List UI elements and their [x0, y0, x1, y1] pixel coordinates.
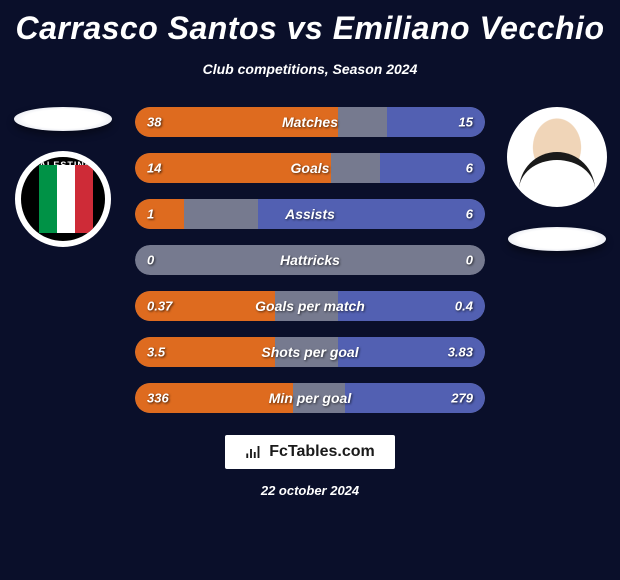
badge-stripe-red — [75, 165, 93, 233]
stat-bar: 0.370.4Goals per match — [135, 291, 485, 321]
date-text: 22 october 2024 — [261, 483, 359, 498]
page-title: Carrasco Santos vs Emiliano Vecchio — [0, 0, 620, 47]
stat-label: Goals — [135, 160, 485, 176]
stat-bar: 3815Matches — [135, 107, 485, 137]
stats-bars: 3815Matches 146Goals 16Assists 00Hattricks 0… — [135, 107, 485, 413]
chart-icon — [245, 443, 263, 461]
brand-badge: FcTables.com — [225, 435, 395, 469]
stat-label: Goals per match — [135, 298, 485, 314]
stat-label: Hattricks — [135, 252, 485, 268]
stat-label: Matches — [135, 114, 485, 130]
right-avatar — [507, 107, 607, 207]
subtitle: Club competitions, Season 2024 — [0, 61, 620, 77]
badge-stripe-green — [39, 165, 57, 233]
badge-stripe-white — [57, 165, 75, 233]
left-avatar-placeholder — [14, 107, 112, 131]
stat-label: Assists — [135, 206, 485, 222]
right-player-column — [502, 107, 612, 251]
stat-bar: 00Hattricks — [135, 245, 485, 275]
right-club-placeholder — [508, 227, 606, 251]
stat-bar: 3.53.83Shots per goal — [135, 337, 485, 367]
left-club-badge: PALESTINO — [15, 151, 111, 247]
stat-label: Shots per goal — [135, 344, 485, 360]
stat-label: Min per goal — [135, 390, 485, 406]
brand-text: FcTables.com — [269, 443, 375, 461]
left-player-column: PALESTINO — [8, 107, 118, 247]
footer: FcTables.com 22 october 2024 — [0, 435, 620, 498]
stat-bar: 146Goals — [135, 153, 485, 183]
stat-bar: 336279Min per goal — [135, 383, 485, 413]
stat-bar: 16Assists — [135, 199, 485, 229]
comparison-content: PALESTINO 3815Matches 146Goals 16Assists 00… — [0, 107, 620, 413]
